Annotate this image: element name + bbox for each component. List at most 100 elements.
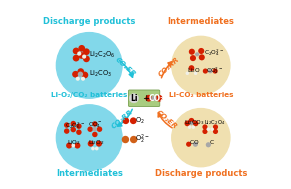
Circle shape: [203, 68, 208, 74]
Text: $\mathregular{Li_2C_2O_6}$: $\mathregular{Li_2C_2O_6}$: [89, 50, 116, 60]
Circle shape: [81, 72, 88, 78]
Circle shape: [76, 129, 82, 135]
Text: $\mathregular{Li_2O}$: $\mathregular{Li_2O}$: [187, 66, 201, 75]
Text: $\mathregular{C_2O_6^{2-}}$: $\mathregular{C_2O_6^{2-}}$: [65, 120, 85, 131]
Circle shape: [56, 33, 122, 98]
Text: CO₂ER: CO₂ER: [155, 109, 178, 130]
Circle shape: [210, 127, 214, 131]
Text: CO₂ER: CO₂ER: [114, 56, 137, 77]
Circle shape: [206, 142, 211, 147]
Circle shape: [186, 142, 191, 147]
Circle shape: [122, 136, 129, 143]
Circle shape: [95, 147, 99, 150]
Text: $\mathregular{LiO_2}$: $\mathregular{LiO_2}$: [67, 138, 81, 147]
Text: $\mathregular{C_2O_4^{2-}}$: $\mathregular{C_2O_4^{2-}}$: [204, 47, 224, 58]
Circle shape: [82, 55, 86, 59]
FancyBboxPatch shape: [128, 90, 160, 107]
Text: $\mathregular{CO_4^-}$: $\mathregular{CO_4^-}$: [88, 121, 102, 130]
Circle shape: [78, 52, 85, 59]
Circle shape: [199, 54, 205, 60]
Circle shape: [189, 118, 194, 124]
Text: Li-O₂/CO₂ batteries: Li-O₂/CO₂ batteries: [51, 92, 127, 98]
Circle shape: [208, 69, 212, 73]
Circle shape: [64, 128, 70, 134]
Circle shape: [207, 127, 210, 131]
Text: $\mathregular{CO_2^{2-}}$: $\mathregular{CO_2^{2-}}$: [206, 65, 223, 76]
Circle shape: [76, 123, 82, 129]
Circle shape: [198, 48, 204, 54]
FancyArrowPatch shape: [118, 109, 132, 126]
Circle shape: [87, 126, 93, 132]
Circle shape: [193, 121, 198, 126]
Text: $\mathregular{Li_2CO_3}$: $\mathregular{Li_2CO_3}$: [184, 118, 205, 127]
Circle shape: [191, 125, 195, 129]
Text: Li-CO₂ batteries: Li-CO₂ batteries: [168, 92, 233, 98]
Circle shape: [74, 143, 80, 149]
Circle shape: [70, 127, 76, 132]
Text: +: +: [142, 94, 149, 103]
Circle shape: [64, 122, 70, 128]
Text: $\mathregular{Li_2C_2O_4}$: $\mathregular{Li_2C_2O_4}$: [204, 119, 225, 127]
FancyArrowPatch shape: [162, 62, 172, 78]
Circle shape: [172, 36, 230, 94]
Circle shape: [70, 121, 76, 126]
Circle shape: [172, 108, 230, 167]
Text: CO₂: CO₂: [149, 94, 164, 103]
Text: Intermediates: Intermediates: [56, 169, 123, 177]
Text: Discharge products: Discharge products: [155, 169, 247, 177]
Circle shape: [189, 49, 195, 55]
Circle shape: [151, 96, 157, 101]
Text: $\mathregular{O_2^{2-}}$: $\mathregular{O_2^{2-}}$: [135, 133, 150, 146]
Text: CO₂RR: CO₂RR: [157, 56, 180, 78]
Circle shape: [73, 48, 79, 54]
Circle shape: [78, 45, 85, 52]
Text: $\mathregular{C}$: $\mathregular{C}$: [209, 138, 214, 146]
Circle shape: [83, 48, 90, 55]
Circle shape: [76, 77, 80, 81]
Circle shape: [91, 147, 95, 150]
Circle shape: [130, 136, 137, 143]
Text: CO₂RR: CO₂RR: [110, 108, 134, 129]
Circle shape: [77, 52, 81, 56]
Circle shape: [145, 95, 152, 102]
Circle shape: [92, 132, 97, 137]
Text: $\mathregular{Li_2O_2}$: $\mathregular{Li_2O_2}$: [88, 138, 104, 147]
Circle shape: [194, 72, 197, 75]
FancyArrowPatch shape: [158, 113, 172, 128]
Circle shape: [195, 52, 199, 56]
Circle shape: [213, 129, 218, 134]
Circle shape: [190, 55, 196, 61]
Circle shape: [92, 121, 97, 127]
Circle shape: [213, 124, 218, 129]
Circle shape: [56, 105, 122, 170]
Circle shape: [88, 141, 94, 147]
Text: $\mathregular{Li_2CO_3}$: $\mathregular{Li_2CO_3}$: [89, 69, 112, 79]
Circle shape: [78, 72, 83, 77]
Circle shape: [72, 71, 79, 78]
Text: $\mathregular{O_2}$: $\mathregular{O_2}$: [135, 116, 145, 126]
Circle shape: [186, 72, 189, 75]
Circle shape: [184, 121, 190, 126]
Circle shape: [81, 77, 85, 81]
Circle shape: [202, 129, 207, 134]
Circle shape: [212, 68, 218, 74]
Circle shape: [156, 95, 163, 102]
Circle shape: [97, 126, 102, 132]
Circle shape: [71, 144, 75, 147]
Circle shape: [93, 127, 97, 131]
Text: $\mathregular{CO}$: $\mathregular{CO}$: [189, 138, 200, 146]
Circle shape: [123, 117, 129, 124]
Circle shape: [83, 56, 90, 62]
Circle shape: [129, 94, 139, 103]
Circle shape: [189, 122, 194, 125]
Circle shape: [130, 117, 137, 124]
Circle shape: [189, 65, 194, 71]
Circle shape: [193, 142, 198, 147]
FancyArrowPatch shape: [120, 60, 133, 77]
Text: Li: Li: [130, 94, 138, 103]
Text: Intermediates: Intermediates: [167, 17, 234, 26]
Circle shape: [202, 124, 207, 129]
Circle shape: [188, 125, 191, 129]
Circle shape: [96, 141, 102, 147]
Text: Discharge products: Discharge products: [43, 17, 135, 26]
